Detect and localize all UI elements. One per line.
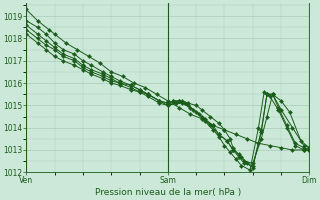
X-axis label: Pression niveau de la mer( hPa ): Pression niveau de la mer( hPa )	[95, 188, 241, 197]
